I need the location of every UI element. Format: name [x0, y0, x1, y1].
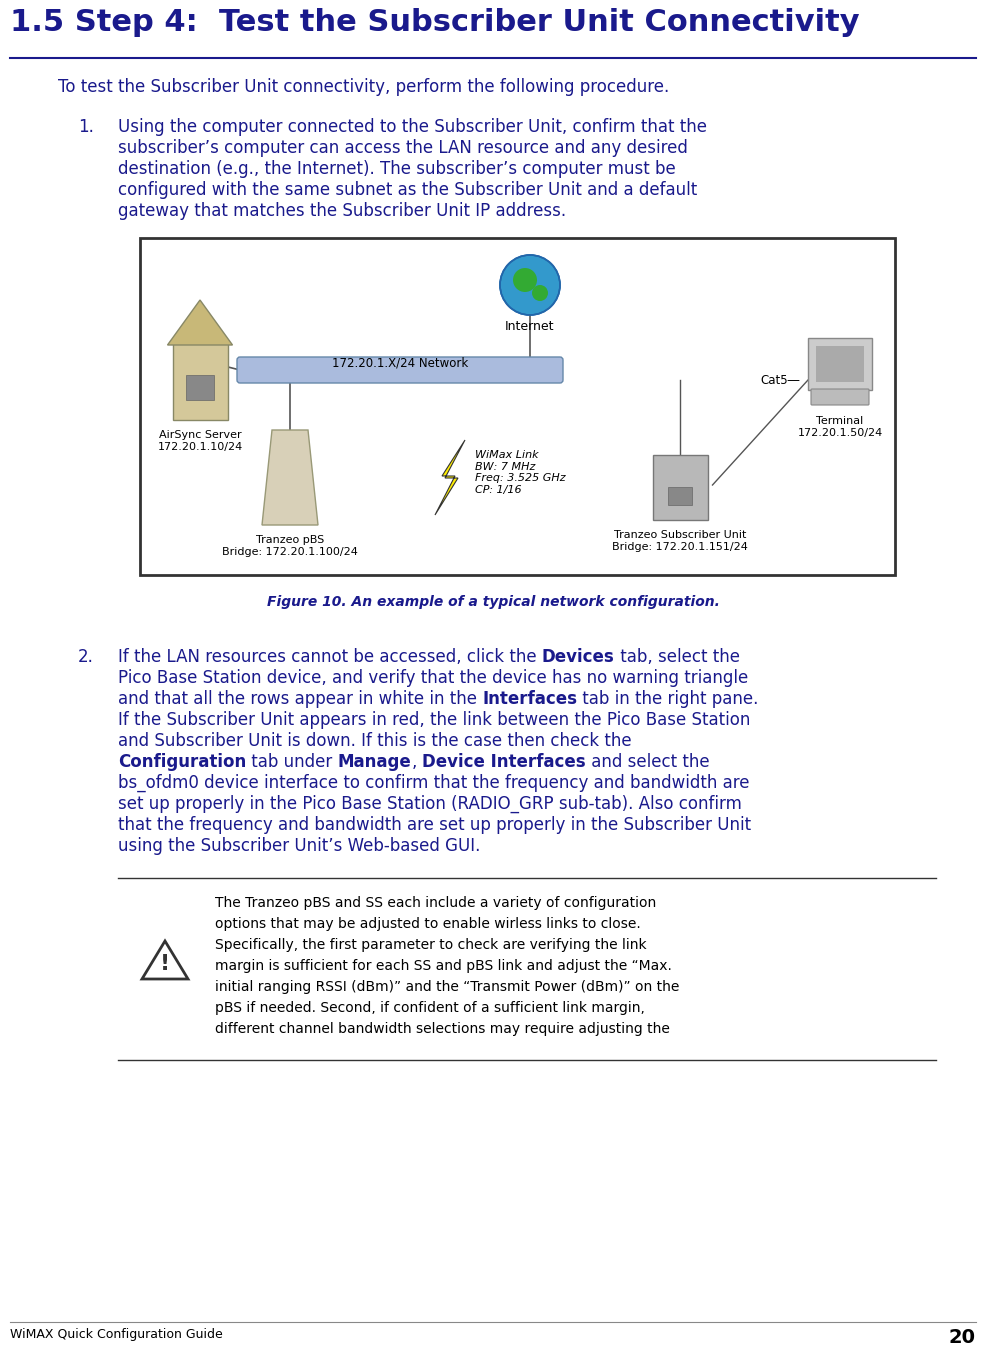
FancyBboxPatch shape — [173, 340, 228, 420]
FancyBboxPatch shape — [808, 338, 872, 390]
Polygon shape — [168, 300, 233, 346]
Text: and select the: and select the — [586, 753, 709, 771]
Text: 1.5 Step 4:  Test the Subscriber Unit Connectivity: 1.5 Step 4: Test the Subscriber Unit Con… — [10, 8, 860, 36]
Text: AirSync Server
172.20.1.10/24: AirSync Server 172.20.1.10/24 — [158, 431, 243, 452]
Text: WiMax Link
BW: 7 MHz
Freq: 3.525 GHz
CP: 1/16: WiMax Link BW: 7 MHz Freq: 3.525 GHz CP:… — [475, 450, 566, 495]
Text: Pico Base Station device, and verify that the device has no warning triangle: Pico Base Station device, and verify tha… — [118, 670, 748, 687]
Text: and that all the rows appear in white in the: and that all the rows appear in white in… — [118, 690, 482, 707]
Text: destination (e.g., the Internet). The subscriber’s computer must be: destination (e.g., the Internet). The su… — [118, 161, 675, 178]
Text: initial ranging RSSI (dBm)” and the “Transmit Power (dBm)” on the: initial ranging RSSI (dBm)” and the “Tra… — [215, 980, 679, 994]
Text: bs_ofdm0 device interface to confirm that the frequency and bandwidth are: bs_ofdm0 device interface to confirm tha… — [118, 774, 749, 792]
Text: Figure 10. An example of a typical network configuration.: Figure 10. An example of a typical netwo… — [266, 595, 720, 609]
Text: Devices: Devices — [542, 648, 614, 666]
Polygon shape — [262, 431, 318, 525]
Text: WiMAX Quick Configuration Guide: WiMAX Quick Configuration Guide — [10, 1328, 223, 1341]
Text: Tranzeo Subscriber Unit
Bridge: 172.20.1.151/24: Tranzeo Subscriber Unit Bridge: 172.20.1… — [612, 531, 748, 552]
Text: If the LAN resources cannot be accessed, click the: If the LAN resources cannot be accessed,… — [118, 648, 542, 666]
Text: options that may be adjusted to enable wirless links to close.: options that may be adjusted to enable w… — [215, 917, 641, 932]
Text: gateway that matches the Subscriber Unit IP address.: gateway that matches the Subscriber Unit… — [118, 202, 566, 220]
Text: Interfaces: Interfaces — [482, 690, 577, 707]
Text: pBS if needed. Second, if confident of a sufficient link margin,: pBS if needed. Second, if confident of a… — [215, 1000, 645, 1015]
Text: configured with the same subnet as the Subscriber Unit and a default: configured with the same subnet as the S… — [118, 181, 697, 198]
Text: Tranzeo pBS
Bridge: 172.20.1.100/24: Tranzeo pBS Bridge: 172.20.1.100/24 — [222, 535, 358, 556]
Text: 1.: 1. — [78, 117, 94, 136]
Text: 172.20.1.X/24 Network: 172.20.1.X/24 Network — [332, 356, 468, 369]
Text: that the frequency and bandwidth are set up properly in the Subscriber Unit: that the frequency and bandwidth are set… — [118, 815, 751, 834]
Text: subscriber’s computer can access the LAN resource and any desired: subscriber’s computer can access the LAN… — [118, 139, 688, 157]
Text: !: ! — [160, 954, 170, 973]
Bar — [668, 487, 692, 505]
Text: Manage: Manage — [338, 753, 411, 771]
Circle shape — [513, 269, 537, 292]
Circle shape — [500, 255, 560, 315]
Bar — [186, 375, 214, 400]
Text: To test the Subscriber Unit connectivity, perform the following procedure.: To test the Subscriber Unit connectivity… — [58, 78, 669, 96]
Text: set up properly in the Pico Base Station (RADIO_GRP sub-tab). Also confirm: set up properly in the Pico Base Station… — [118, 795, 741, 813]
Text: Device Interfaces: Device Interfaces — [422, 753, 586, 771]
Text: The Tranzeo pBS and SS each include a variety of configuration: The Tranzeo pBS and SS each include a va… — [215, 896, 657, 910]
Text: Internet: Internet — [505, 320, 555, 333]
Text: 2.: 2. — [78, 648, 94, 666]
Text: Specifically, the first parameter to check are verifying the link: Specifically, the first parameter to che… — [215, 938, 647, 952]
Bar — [653, 455, 708, 520]
Bar — [816, 346, 864, 382]
Text: using the Subscriber Unit’s Web-based GUI.: using the Subscriber Unit’s Web-based GU… — [118, 837, 480, 855]
Bar — [140, 238, 895, 575]
Text: ,: , — [411, 753, 422, 771]
Text: different channel bandwidth selections may require adjusting the: different channel bandwidth selections m… — [215, 1022, 669, 1035]
Text: tab under: tab under — [246, 753, 338, 771]
FancyBboxPatch shape — [811, 389, 869, 405]
Text: margin is sufficient for each SS and pBS link and adjust the “Max.: margin is sufficient for each SS and pBS… — [215, 958, 671, 973]
FancyBboxPatch shape — [237, 356, 563, 383]
Text: Configuration: Configuration — [118, 753, 246, 771]
Text: If the Subscriber Unit appears in red, the link between the Pico Base Station: If the Subscriber Unit appears in red, t… — [118, 711, 750, 729]
Circle shape — [532, 285, 548, 301]
Polygon shape — [142, 941, 188, 979]
Text: tab, select the: tab, select the — [614, 648, 740, 666]
Text: tab in the right pane.: tab in the right pane. — [577, 690, 758, 707]
Polygon shape — [435, 440, 465, 514]
Text: 20: 20 — [949, 1328, 976, 1347]
Text: Terminal
172.20.1.50/24: Terminal 172.20.1.50/24 — [798, 416, 882, 437]
Text: and Subscriber Unit is down. If this is the case then check the: and Subscriber Unit is down. If this is … — [118, 732, 632, 751]
Text: Cat5―: Cat5― — [760, 374, 800, 386]
Text: Using the computer connected to the Subscriber Unit, confirm that the: Using the computer connected to the Subs… — [118, 117, 707, 136]
